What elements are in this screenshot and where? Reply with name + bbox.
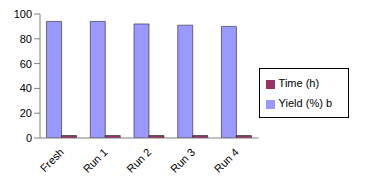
svg-text:Run 1: Run 1 bbox=[81, 146, 110, 175]
svg-text:Run 3: Run 3 bbox=[168, 146, 197, 175]
svg-text:100: 100 bbox=[14, 8, 32, 20]
svg-text:0: 0 bbox=[26, 132, 32, 144]
svg-text:80: 80 bbox=[20, 33, 32, 45]
svg-text:Fresh: Fresh bbox=[38, 146, 66, 174]
svg-text:Run 4: Run 4 bbox=[212, 146, 241, 175]
svg-text:60: 60 bbox=[20, 58, 32, 70]
html-text:Time (h): Time (h) bbox=[278, 77, 320, 89]
html-text:Yield (%) b: Yield (%) b bbox=[278, 97, 332, 109]
svg-text:Run 2: Run 2 bbox=[124, 146, 153, 175]
svg-text:40: 40 bbox=[20, 82, 32, 94]
svg-text:20: 20 bbox=[20, 107, 32, 119]
